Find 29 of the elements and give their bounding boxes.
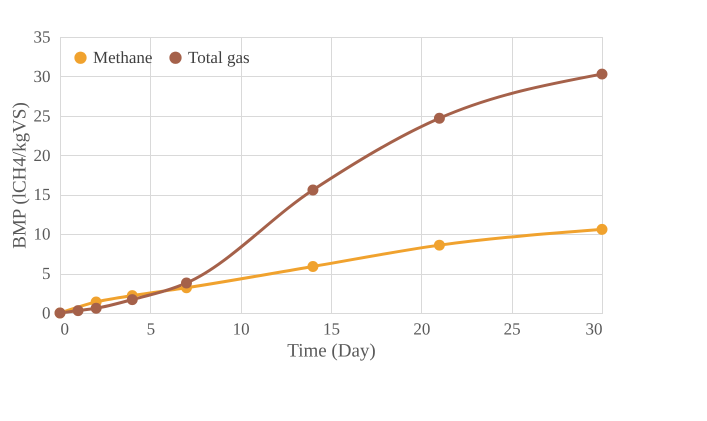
- y-tick-label: 35: [34, 28, 50, 46]
- y-tick-label: 0: [42, 304, 50, 322]
- x-tick-label: 5: [146, 320, 156, 338]
- y-tick-label: 20: [34, 146, 50, 165]
- y-tick-label: 25: [34, 106, 50, 126]
- y-tick-label: 30: [34, 66, 50, 86]
- x-tick-label: 15: [323, 320, 340, 338]
- point: [72, 305, 84, 316]
- legend-label: Total gas: [188, 48, 250, 67]
- y-tick-label: 5: [42, 264, 50, 284]
- point: [180, 278, 192, 288]
- point: [596, 224, 608, 235]
- point: [434, 240, 445, 251]
- point: [90, 302, 102, 314]
- x-tick-label: 20: [413, 320, 430, 338]
- x-tick-label: 30: [586, 320, 602, 338]
- x-tick-label: 10: [232, 320, 250, 338]
- y-tick-label: 10: [34, 224, 50, 244]
- x-tick-label: 25: [504, 320, 521, 338]
- point: [434, 112, 445, 124]
- y-tick-label: 15: [34, 185, 50, 204]
- x-axis-title: Time (Day): [287, 340, 376, 362]
- point: [307, 184, 318, 196]
- x-tick-label: 0: [60, 320, 69, 338]
- y-axis-title: BMP (lCH4/kgVS): [10, 102, 30, 249]
- point: [307, 261, 318, 272]
- point: [126, 294, 138, 306]
- legend-label: Methane: [93, 48, 152, 67]
- point: [596, 68, 608, 80]
